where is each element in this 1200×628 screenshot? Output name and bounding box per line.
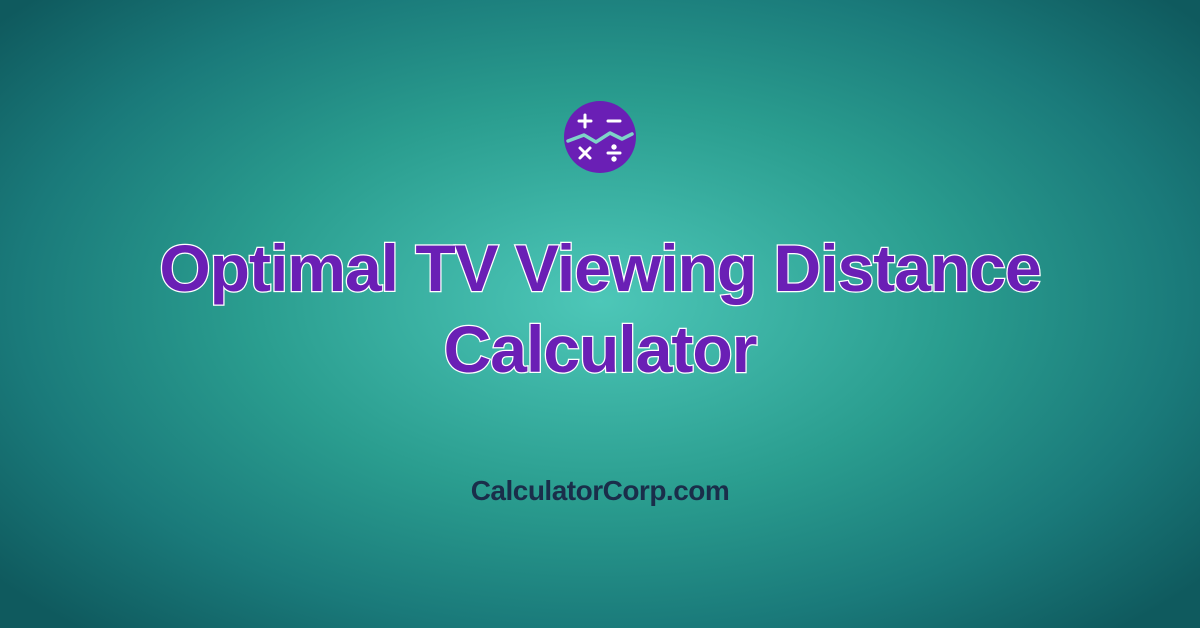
calculator-logo-icon	[564, 101, 636, 173]
page-title: Optimal TV Viewing Distance Calculator	[60, 228, 1140, 389]
site-name: CalculatorCorp.com	[471, 475, 730, 507]
infographic-container: Optimal TV Viewing Distance Calculator C…	[0, 0, 1200, 628]
